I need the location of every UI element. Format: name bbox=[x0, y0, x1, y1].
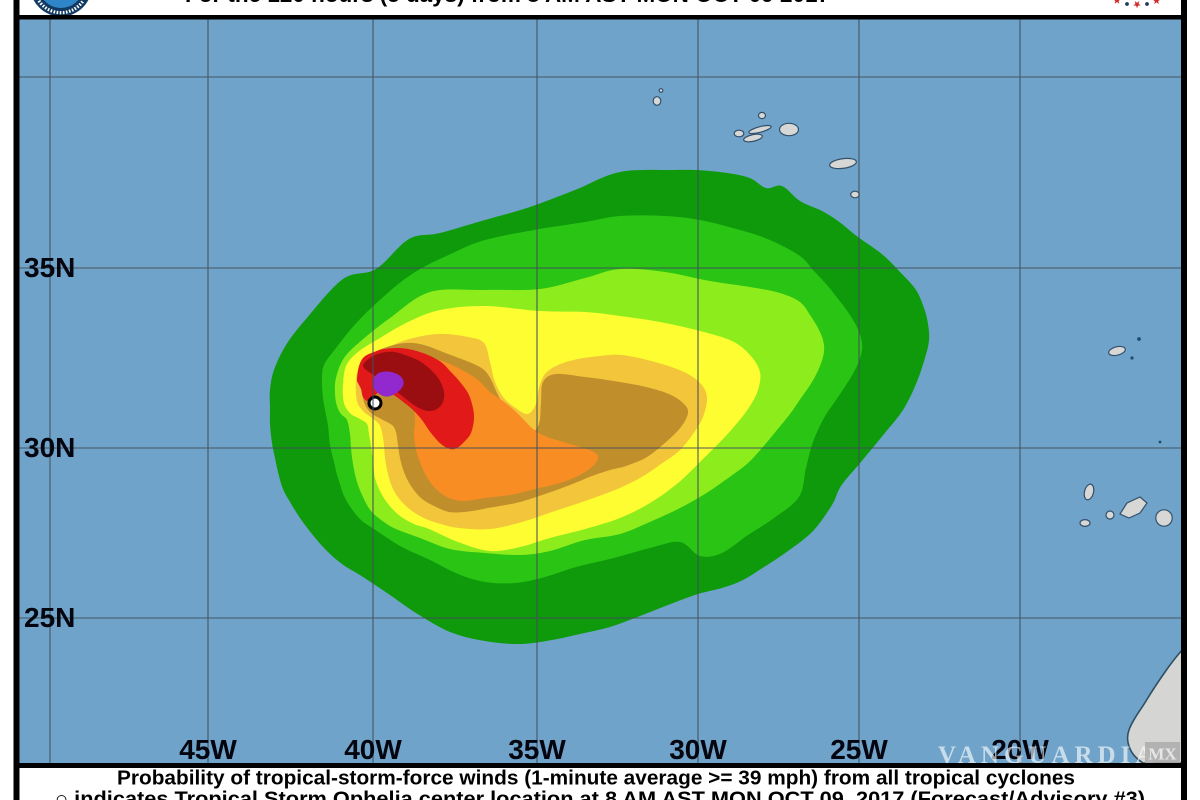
svg-text:30N: 30N bbox=[24, 432, 75, 463]
svg-text:For the 120 hours (5 days) fro: For the 120 hours (5 days) from 8 AM AST… bbox=[185, 0, 830, 7]
svg-text:MX: MX bbox=[1148, 745, 1177, 764]
svg-text:25W: 25W bbox=[830, 734, 888, 765]
svg-text:20W: 20W bbox=[991, 734, 1049, 765]
svg-text:VANGUARDIA: VANGUARDIA bbox=[938, 742, 1158, 769]
svg-text:30W: 30W bbox=[669, 734, 727, 765]
svg-text:25N: 25N bbox=[24, 602, 75, 633]
svg-text:Probability of tropical-storm-: Probability of tropical-storm-force wind… bbox=[117, 768, 1075, 790]
svg-text:40W: 40W bbox=[344, 734, 402, 765]
svg-text:35W: 35W bbox=[508, 734, 566, 765]
svg-text:45W: 45W bbox=[179, 734, 237, 765]
svg-text:○ indicates Tropical Storm Oph: ○ indicates Tropical Storm Ophelia cente… bbox=[55, 789, 1145, 800]
svg-text:35N: 35N bbox=[24, 252, 75, 283]
